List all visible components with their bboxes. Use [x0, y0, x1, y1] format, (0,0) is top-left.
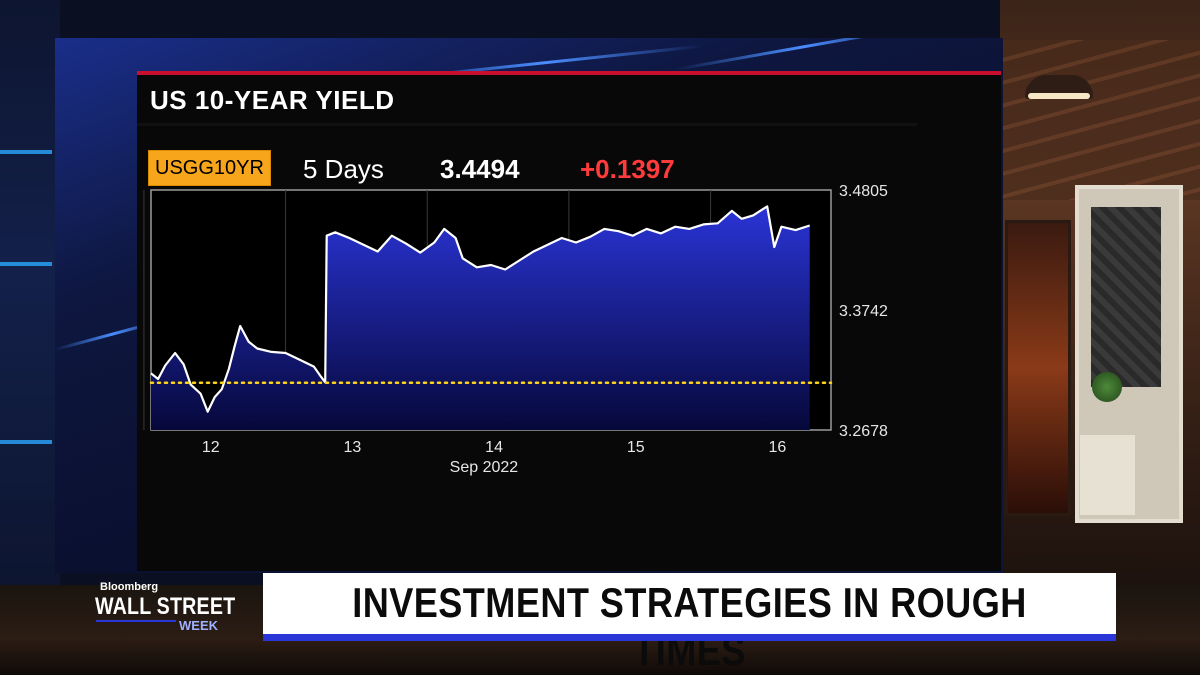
ticker-badge: USGG10YR	[148, 150, 271, 186]
lower-third: INVESTMENT STRATEGIES IN ROUGH TIMES	[263, 573, 1116, 674]
plant	[1092, 372, 1122, 402]
y-tick-label: 3.4805	[839, 183, 888, 200]
light-streak	[674, 38, 932, 71]
period-label: 5 Days	[303, 154, 384, 184]
studio-light-strip	[0, 440, 52, 444]
yield-chart: 3.4805 3.3742 3.2678 12 13 14 15 16 Sep 2022	[143, 183, 888, 476]
lower-third-bar	[263, 634, 1116, 641]
headline: INVESTMENT STRATEGIES IN ROUGH TIMES	[352, 579, 1027, 674]
last-value: 3.4494	[440, 154, 520, 184]
y-tick-label: 3.3742	[839, 303, 888, 320]
city-window	[1005, 220, 1071, 516]
studio-ceiling	[1000, 40, 1200, 200]
show-brand: Bloomberg	[100, 581, 159, 593]
yield-area	[151, 206, 810, 430]
x-tick-label: 16	[769, 439, 787, 456]
title-rule	[137, 71, 1001, 75]
studio-light-strip	[0, 150, 52, 154]
plot-area: 3.4805 3.3742 3.2678 12 13 14 15 16 Sep 2022	[143, 183, 888, 476]
change-value: +0.1397	[580, 154, 675, 184]
show-logo-rule	[96, 620, 176, 622]
x-tick-label: 15	[627, 439, 645, 456]
pendant-lamp-glow	[1028, 93, 1090, 99]
x-tick-label: 13	[344, 439, 362, 456]
show-sub: WEEK	[179, 618, 218, 633]
chart-title: US 10-YEAR YIELD	[150, 85, 395, 115]
x-tick-label: 12	[202, 439, 220, 456]
x-tick-label: 14	[485, 439, 503, 456]
show-name: WALL STREET	[95, 593, 236, 620]
studio-wall-panel	[1075, 185, 1183, 523]
wall-panel-inset	[1091, 207, 1161, 387]
y-tick-label: 3.2678	[839, 423, 888, 440]
x-axis-sublabel: Sep 2022	[450, 459, 519, 476]
show-logo: Bloomberg WALL STREET WEEK	[92, 580, 235, 635]
header-divider	[137, 123, 917, 126]
pedestal	[1080, 435, 1135, 515]
studio-left-wall	[0, 0, 60, 675]
yield-series-line	[150, 205, 811, 413]
studio-light-strip	[0, 262, 52, 266]
